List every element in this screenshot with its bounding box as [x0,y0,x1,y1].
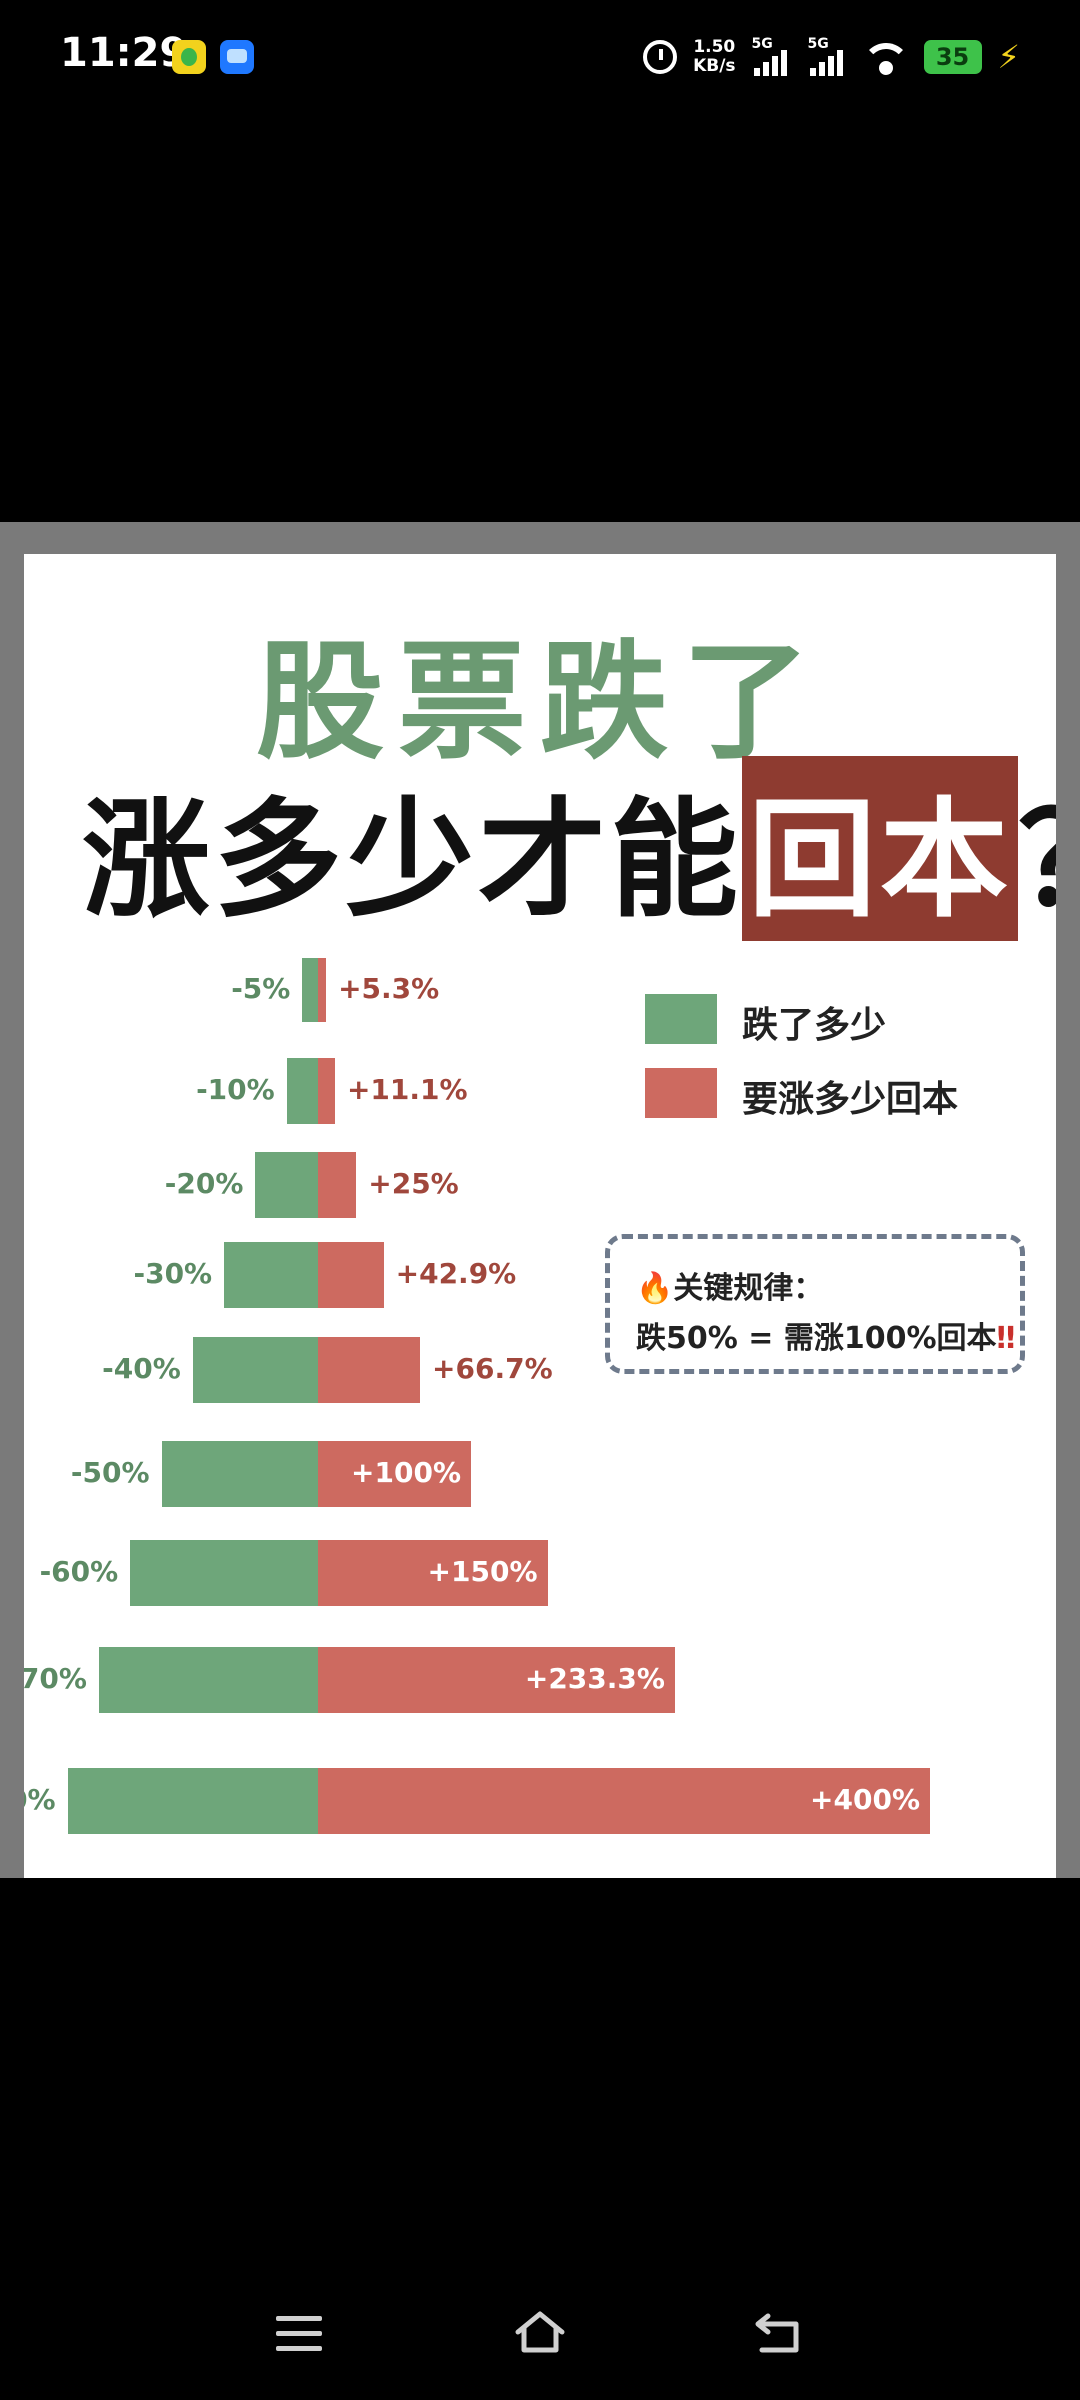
charging-icon: ⚡ [997,38,1020,76]
key-rule-box: 🔥关键规律： 跌50% = 需涨100%回本‼ [605,1234,1025,1374]
alarm-icon [643,40,678,74]
gain-label: +233.3% [524,1662,665,1695]
loss-label: -70% [24,1662,87,1695]
bar-required-gain [318,1152,357,1218]
gain-label: +25% [368,1167,459,1200]
back-icon[interactable] [752,2308,804,2358]
gain-label: +42.9% [395,1257,517,1290]
loss-label: -50% [70,1456,150,1489]
status-right-group: 1.50 KB/s 5G 5G 35 ⚡ [643,34,1020,80]
bar-required-gain [318,1441,471,1507]
bar-required-gain [318,1768,930,1834]
loss-label: -40% [102,1352,181,1385]
fire-icon: 🔥 [636,1271,674,1306]
infographic-image[interactable]: 股票跌了 涨多少才能回本？ -5% +5.3% -10% +11.1% -20% +25%… [24,554,1056,1878]
loss-label: -5% [231,972,291,1005]
title-prefix: 涨多少才能 [82,786,743,935]
bar-required-gain [318,1058,335,1124]
rule-heading-text: 关键规律： [673,1271,824,1306]
bar-required-gain [318,958,327,1022]
network-speed: 1.50 KB/s [693,38,735,76]
bar-loss [302,958,318,1022]
bar-loss [286,1058,318,1124]
gain-label: +100% [351,1456,461,1489]
loss-label: -80% [24,1783,56,1816]
gain-label: +400% [810,1783,920,1816]
title-highlight: 回本 [742,756,1019,941]
gain-label: +66.7% [432,1352,553,1385]
rule-body-text: 跌50% = 需涨100%回本 [636,1321,997,1356]
bar-loss [161,1441,318,1507]
network-speed-unit: KB/s [693,56,736,76]
rule-heading: 🔥关键规律： [636,1263,823,1307]
double-exclamation-icon: ‼ [996,1321,1016,1356]
poster-title-line2: 涨多少才能回本？ [82,756,1056,941]
bar-loss [98,1647,318,1713]
status-time: 11:29 [60,30,188,76]
menu-icon[interactable] [276,2316,322,2352]
bar-loss [255,1152,318,1218]
legend-label-drop: 跌了多少 [742,1005,887,1046]
loss-label: -10% [196,1073,275,1106]
signal-2-icon: 5G [808,36,848,78]
bar-required-gain [318,1647,675,1713]
loss-label: -30% [133,1257,213,1290]
legend-label-gain: 要涨多少回本 [742,1079,959,1120]
navigation-bar [0,2290,1080,2386]
legend-swatch-drop [645,994,717,1044]
bar-required-gain [318,1242,384,1308]
battery-icon: 35 [923,40,982,74]
sim2-label: 5G [807,36,829,52]
bar-loss [192,1337,318,1403]
signal-1-icon: 5G [752,36,792,78]
poster-title-line1: 股票跌了 [255,628,824,777]
sim1-label: 5G [751,36,773,52]
music-app-icon [172,40,206,74]
gain-label: +11.1% [346,1073,468,1106]
wifi-icon [863,39,908,75]
gain-label: +5.3% [338,972,440,1005]
gain-label: +150% [427,1555,538,1588]
bar-loss [224,1242,318,1308]
rule-body: 跌50% = 需涨100%回本‼ [636,1313,1015,1357]
bar-required-gain [318,1540,548,1606]
legend-swatch-gain [645,1068,717,1118]
title-suffix: ？ [1018,786,1056,935]
status-bar: 11:29 1.50 KB/s 5G 5G 35 ⚡ [0,0,1080,112]
loss-label: -60% [39,1555,119,1588]
bar-required-gain [318,1337,421,1403]
chat-app-icon [220,40,254,74]
bar-loss [67,1768,318,1834]
home-icon[interactable] [514,2308,566,2358]
network-speed-value: 1.50 [693,37,736,57]
bar-loss [130,1540,318,1606]
loss-label: -20% [164,1167,244,1200]
